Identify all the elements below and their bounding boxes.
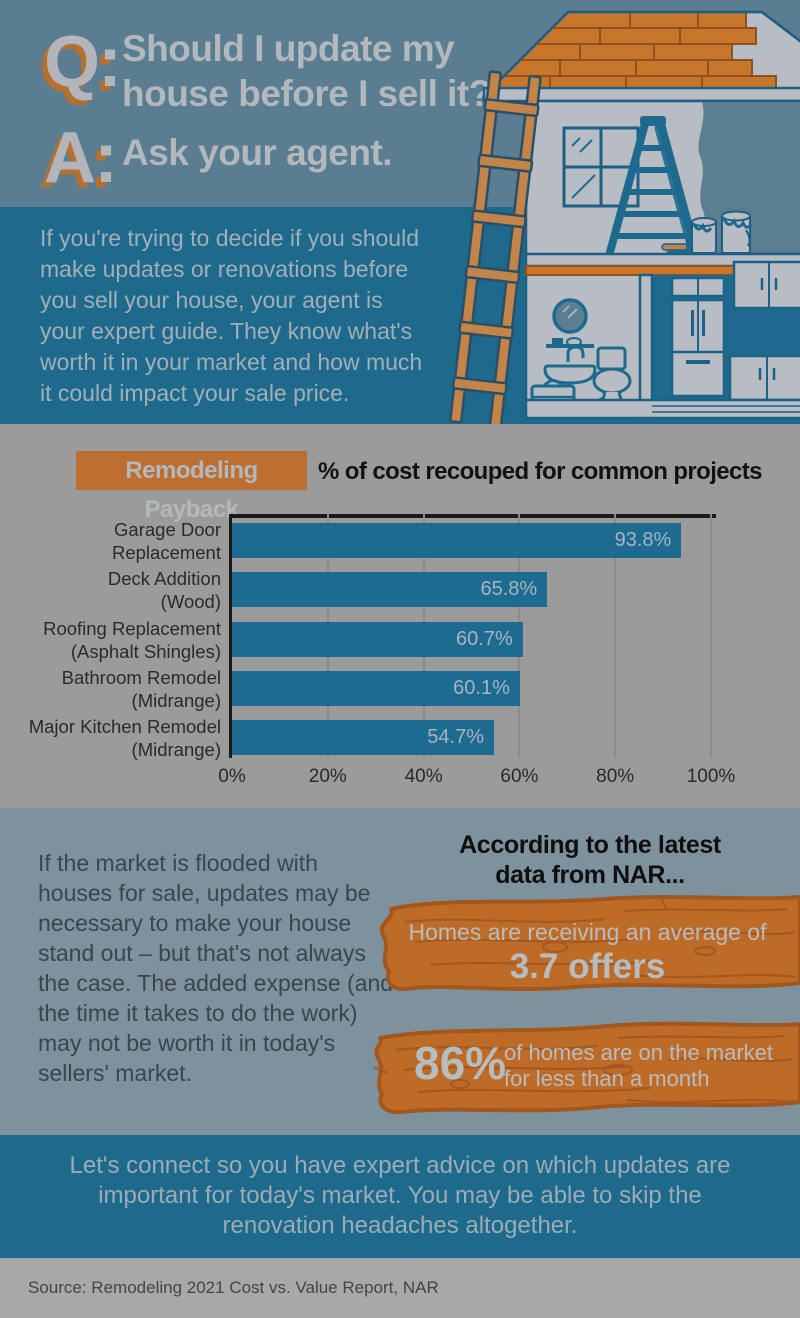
- days-percent: 86%: [414, 1037, 507, 1089]
- x-tick-label: 80%: [596, 766, 635, 787]
- question-text: Should I update my house before I sell i…: [122, 28, 491, 114]
- bar: 65.8%: [232, 572, 548, 607]
- question-label: Q:: [44, 22, 122, 102]
- x-tick-label: 0%: [218, 766, 246, 787]
- offers-intro-text: Homes are receiving an average of: [408, 919, 767, 945]
- bar-value-label: 60.7%: [456, 628, 513, 650]
- bar: 93.8%: [232, 523, 682, 558]
- nar-heading: According to the latest data from NAR...: [459, 831, 721, 889]
- bar: 60.1%: [232, 671, 520, 706]
- market-section: If the market is flooded with houses for…: [0, 808, 800, 1135]
- answer-text: Ask your agent.: [122, 132, 393, 173]
- cabinets-icon: [728, 260, 800, 402]
- ladder-icon: [449, 70, 542, 424]
- wood-plank-icon: [373, 1021, 800, 1115]
- source-text: Source: Remodeling 2021 Cost vs. Value R…: [28, 1278, 439, 1297]
- chart-plot: 0% 20% 40% 60% 80% 100% 93.8% 65.8% 60.7% 60.1% 54…: [218, 514, 735, 787]
- house-renovation-illustration: [449, 10, 800, 424]
- bar-value-label: 65.8%: [480, 578, 538, 600]
- source-section: Source: Remodeling 2021 Cost vs. Value R…: [0, 1258, 800, 1318]
- bar: 60.7%: [232, 622, 523, 657]
- bar-value-label: 54.7%: [427, 726, 484, 748]
- category-label: Bathroom Remodel (Midrange): [61, 667, 221, 711]
- gridline: [614, 514, 617, 758]
- answer-label: A:: [44, 118, 118, 198]
- x-tick-label: 100%: [686, 766, 736, 787]
- bar-value-label: 93.8%: [614, 529, 672, 551]
- stepladder-icon: [606, 116, 700, 256]
- bathroom-shelf-icon: [546, 337, 594, 348]
- x-axis-line: [232, 514, 716, 518]
- bar-value-label: 60.1%: [453, 677, 510, 699]
- days-text: of homes are on the market for less than…: [504, 1040, 774, 1091]
- wood-plank-icon: [379, 894, 800, 992]
- gridline: [710, 514, 712, 758]
- bar: 54.7%: [232, 720, 494, 755]
- x-tick-label: 40%: [404, 766, 443, 787]
- roof-shingles: [490, 12, 777, 90]
- x-tick-label: 20%: [308, 766, 347, 787]
- market-paragraph: If the market is flooded with houses for…: [38, 850, 394, 1086]
- intro-paragraph: If you're trying to decide if you should…: [40, 225, 423, 406]
- category-label: Deck Addition (Wood): [107, 568, 221, 612]
- days-plank: 86% of homes are on the market for less …: [368, 1012, 800, 1120]
- bathroom-mirror-icon: [552, 298, 588, 334]
- cta-text: Let's connect so you have expert advice …: [69, 1152, 731, 1239]
- category-label: Roofing Replacement (Asphalt Shingles): [43, 618, 221, 662]
- chart-title: % of cost recouped for common projects: [318, 458, 763, 485]
- chart-badge: Remodeling Payback: [76, 451, 307, 523]
- cta-section: Let's connect so you have expert advice …: [0, 1135, 800, 1258]
- chart-section: Remodeling Payback % of cost recouped fo…: [0, 424, 800, 808]
- category-label: Major Kitchen Remodel (Midrange): [28, 716, 221, 760]
- floor: [524, 398, 800, 420]
- category-label: Garage Door Replacement: [111, 519, 221, 563]
- offers-value: 3.7 offers: [509, 947, 666, 986]
- offers-plank: Homes are receiving an average of 3.7 of…: [375, 887, 800, 999]
- sink-icon: [543, 345, 597, 400]
- fridge-icon: [670, 276, 726, 398]
- x-tick-label: 60%: [500, 766, 539, 787]
